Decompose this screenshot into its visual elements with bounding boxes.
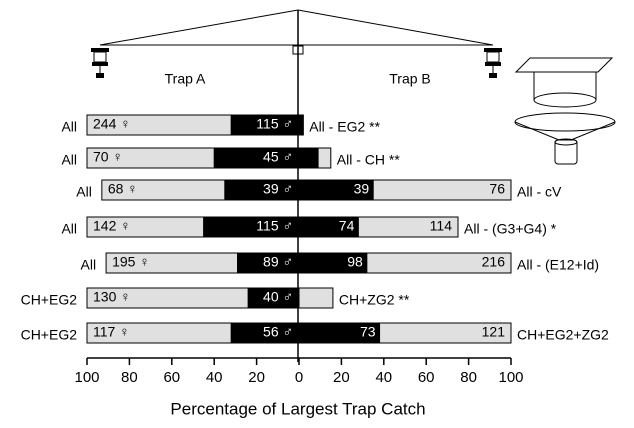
x-tick-label: 20 <box>248 369 265 386</box>
trap-label: Trap A <box>165 71 206 87</box>
value-label: 115 ♂ <box>256 218 293 234</box>
row-label: All <box>61 152 77 168</box>
x-tick-label: 80 <box>121 369 138 386</box>
value-label: 68 ♀ <box>108 181 138 197</box>
value-label: 195 ♀ <box>112 254 150 270</box>
row-label: CH+EG2 <box>21 292 78 308</box>
x-axis-title: Percentage of Largest Trap Catch <box>170 399 425 418</box>
x-tick-label: 80 <box>460 369 477 386</box>
value-label: 130 ♀ <box>93 289 131 305</box>
value-label: 98 <box>347 254 363 270</box>
x-tick-label: 40 <box>375 369 392 386</box>
row-label: All <box>61 119 77 135</box>
trap-label: Trap B <box>389 71 431 87</box>
value-label: 73 <box>360 324 376 340</box>
x-tick-label: 100 <box>498 369 523 386</box>
value-label: 121 <box>482 324 506 340</box>
x-tick-label: 60 <box>418 369 435 386</box>
trap-diagram <box>91 10 615 164</box>
value-label: 40 ♂ <box>263 289 293 305</box>
x-tick-label: 20 <box>333 369 350 386</box>
row-label: CH+EG2+ZG2 <box>517 327 609 343</box>
value-label: 117 ♀ <box>93 324 130 340</box>
x-tick-label: 100 <box>74 369 99 386</box>
row-label: All - CH ** <box>337 152 401 168</box>
value-label: 56 ♂ <box>263 324 293 340</box>
bar <box>299 288 333 308</box>
chart: Trap A Trap B Percentage of Largest Trap… <box>0 0 634 428</box>
x-tick-label: 60 <box>163 369 180 386</box>
row-label: All <box>61 221 77 237</box>
value-label: 39 ♂ <box>263 181 293 197</box>
row-label: CH+EG2 <box>21 327 78 343</box>
x-tick-label: 0 <box>295 369 303 386</box>
value-label: 39 <box>354 181 370 197</box>
row-label: All - (E12+Id) <box>517 257 599 273</box>
value-label: 70 ♀ <box>93 149 123 165</box>
x-tick-label: 40 <box>206 369 223 386</box>
bar <box>299 115 303 135</box>
row-label: All - cV <box>517 184 562 200</box>
value-label: 45 ♂ <box>263 149 293 165</box>
row-label: All - EG2 ** <box>309 119 380 135</box>
value-label: 74 <box>339 218 355 234</box>
bar <box>299 148 318 168</box>
value-label: 114 <box>430 218 453 234</box>
value-label: 76 <box>489 181 505 197</box>
row-label: All - (G3+G4) * <box>464 221 557 237</box>
row-label: All <box>76 184 92 200</box>
value-label: 89 ♂ <box>263 254 293 270</box>
row-label: CH+ZG2 ** <box>339 292 410 308</box>
value-label: 115 ♂ <box>256 116 293 132</box>
value-label: 142 ♀ <box>93 218 131 234</box>
row-label: All <box>81 257 97 273</box>
plot: 100 80 60 40 20 0 20 40 60 80 100 All All - EG2 ** 24… <box>21 115 609 386</box>
value-label: 244 ♀ <box>93 116 131 132</box>
value-label: 216 <box>482 254 506 270</box>
